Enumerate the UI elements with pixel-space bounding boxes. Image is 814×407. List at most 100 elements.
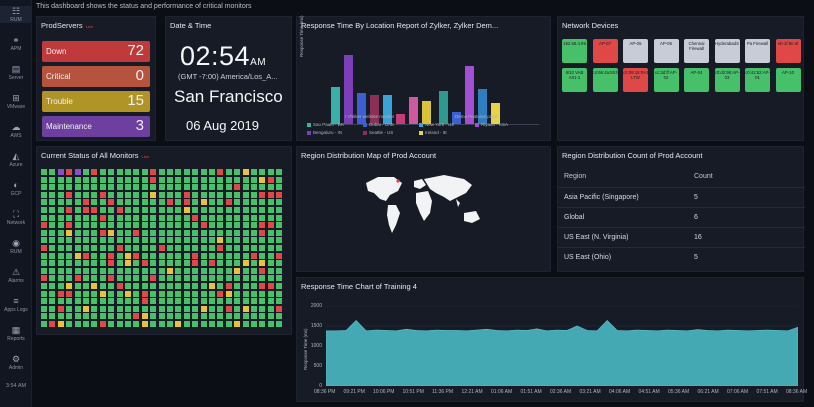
monitor-cell[interactable] (158, 229, 165, 236)
monitor-cell[interactable] (267, 283, 274, 289)
monitor-cell[interactable] (116, 245, 123, 251)
monitor-cell[interactable] (74, 191, 81, 198)
monitor-cell[interactable] (242, 298, 249, 305)
monitor-cell[interactable] (276, 222, 283, 229)
monitor-cell[interactable] (209, 267, 215, 274)
monitor-cell[interactable] (167, 237, 173, 244)
monitor-cell[interactable] (158, 298, 165, 305)
monitor-cell[interactable] (200, 176, 207, 183)
monitor-cell[interactable] (74, 313, 81, 320)
monitor-cell[interactable] (83, 305, 89, 312)
monitor-cell[interactable] (192, 245, 199, 251)
monitor-cell[interactable] (41, 298, 47, 305)
monitor-cell[interactable] (116, 260, 123, 267)
monitor-cell[interactable] (91, 283, 98, 289)
monitor-cell[interactable] (209, 283, 215, 289)
monitor-cell[interactable] (150, 290, 157, 297)
monitor-cell[interactable] (66, 283, 73, 289)
monitor-cell[interactable] (49, 245, 56, 251)
monitor-cell[interactable] (125, 298, 131, 305)
monitor-cell[interactable] (200, 214, 207, 221)
monitor-cell[interactable] (57, 267, 64, 274)
monitor-cell[interactable] (242, 260, 249, 267)
monitor-cell[interactable] (259, 191, 266, 198)
monitor-cell[interactable] (133, 298, 140, 305)
monitor-cell[interactable] (251, 169, 257, 175)
monitor-cell[interactable] (150, 267, 157, 274)
monitor-cell[interactable] (209, 207, 215, 213)
monitor-cell[interactable] (57, 169, 64, 175)
monitor-cell[interactable] (141, 199, 148, 206)
monitor-cell[interactable] (49, 214, 56, 221)
monitor-cell[interactable] (234, 237, 241, 244)
monitor-cell[interactable] (242, 290, 249, 297)
monitor-cell[interactable] (251, 275, 257, 282)
monitor-cell[interactable] (133, 290, 140, 297)
monitor-cell[interactable] (66, 275, 73, 282)
monitor-cell[interactable] (251, 267, 257, 274)
monitor-cell[interactable] (125, 305, 131, 312)
monitor-cell[interactable] (217, 275, 224, 282)
sidebar-item-admin[interactable]: ⚙ Admin (0, 354, 32, 371)
monitor-cell[interactable] (66, 207, 73, 213)
monitor-cell[interactable] (183, 313, 190, 320)
monitor-cell[interactable] (91, 290, 98, 297)
monitor-cell[interactable] (74, 207, 81, 213)
monitor-cell[interactable] (276, 283, 283, 289)
monitor-cell[interactable] (259, 199, 266, 206)
monitor-cell[interactable] (91, 305, 98, 312)
monitor-cell[interactable] (99, 283, 106, 289)
monitor-cell[interactable] (242, 169, 249, 175)
monitor-cell[interactable] (234, 191, 241, 198)
monitor-cell[interactable] (99, 252, 106, 259)
monitor-cell[interactable] (251, 252, 257, 259)
monitor-cell[interactable] (74, 245, 81, 251)
monitor-cell[interactable] (141, 305, 148, 312)
monitor-cell[interactable] (242, 252, 249, 259)
monitor-cell[interactable] (167, 283, 173, 289)
monitor-cell[interactable] (83, 169, 89, 175)
monitor-cell[interactable] (125, 275, 131, 282)
monitor-cell[interactable] (108, 222, 115, 229)
monitor-cell[interactable] (183, 283, 190, 289)
monitor-cell[interactable] (259, 298, 266, 305)
monitor-cell[interactable] (158, 191, 165, 198)
stat-down[interactable]: Down 72 (42, 41, 150, 62)
monitor-cell[interactable] (108, 260, 115, 267)
monitor-cell[interactable] (133, 267, 140, 274)
monitor-cell[interactable] (91, 237, 98, 244)
monitor-cell[interactable] (167, 290, 173, 297)
monitor-cell[interactable] (267, 290, 274, 297)
monitor-cell[interactable] (267, 245, 274, 251)
monitor-cell[interactable] (225, 191, 232, 198)
monitor-cell[interactable] (167, 184, 173, 191)
monitor-cell[interactable] (158, 214, 165, 221)
monitor-cell[interactable] (57, 222, 64, 229)
monitor-cell[interactable] (116, 222, 123, 229)
monitor-cell[interactable] (234, 267, 241, 274)
monitor-cell[interactable] (83, 313, 89, 320)
monitor-cell[interactable] (175, 245, 182, 251)
monitor-cell[interactable] (133, 245, 140, 251)
monitor-cell[interactable] (99, 237, 106, 244)
monitor-cell[interactable] (125, 321, 131, 327)
monitor-cell[interactable] (175, 313, 182, 320)
monitor-cell[interactable] (259, 222, 266, 229)
sidebar-item-server[interactable]: ▤ Server (0, 64, 32, 81)
monitor-cell[interactable] (259, 260, 266, 267)
monitor-cell[interactable] (251, 260, 257, 267)
monitor-cell[interactable] (91, 260, 98, 267)
monitor-cell[interactable] (225, 184, 232, 191)
monitor-cell[interactable] (225, 267, 232, 274)
monitor-cell[interactable] (141, 260, 148, 267)
monitor-cell[interactable] (99, 199, 106, 206)
monitor-cell[interactable] (125, 283, 131, 289)
monitor-cell[interactable] (99, 313, 106, 320)
monitor-cell[interactable] (167, 267, 173, 274)
monitor-cell[interactable] (234, 214, 241, 221)
monitor-cell[interactable] (158, 237, 165, 244)
monitor-cell[interactable] (276, 169, 283, 175)
sidebar-item-rum[interactable]: ☷ RUM (0, 6, 32, 23)
monitor-cell[interactable] (209, 321, 215, 327)
monitor-cell[interactable] (200, 267, 207, 274)
